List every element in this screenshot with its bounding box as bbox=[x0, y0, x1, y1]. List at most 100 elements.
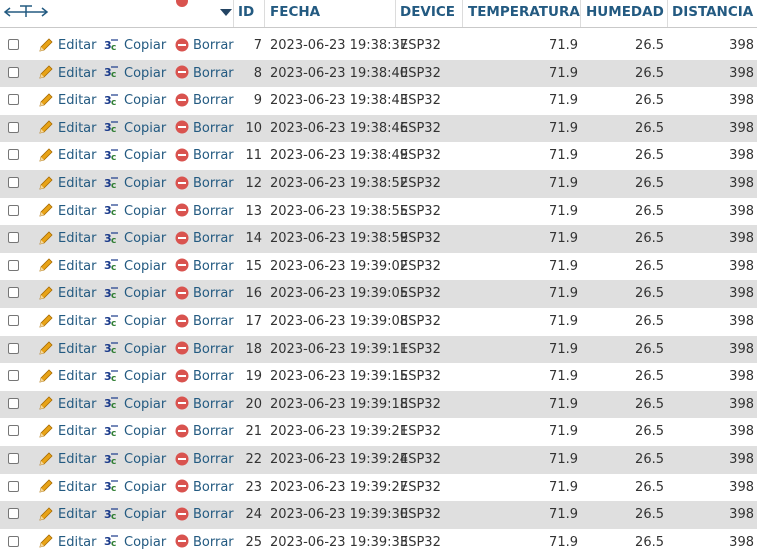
row-checkbox[interactable] bbox=[8, 315, 19, 326]
cell-distancia: 398 bbox=[729, 479, 754, 495]
row-checkbox[interactable] bbox=[8, 232, 19, 244]
edit-link[interactable]: Editar bbox=[38, 363, 97, 391]
delete-link[interactable]: Borrar bbox=[175, 60, 234, 88]
edit-link[interactable]: Editar bbox=[38, 170, 97, 198]
edit-link[interactable]: Editar bbox=[38, 501, 97, 529]
copy-link[interactable]: 3 c Copiar bbox=[104, 529, 166, 556]
delete-link[interactable]: Borrar bbox=[175, 308, 234, 336]
copy-link[interactable]: 3 c Copiar bbox=[104, 391, 166, 419]
edit-link[interactable]: Editar bbox=[38, 87, 97, 115]
delete-link[interactable]: Borrar bbox=[175, 170, 234, 198]
edit-link[interactable]: Editar bbox=[38, 391, 97, 419]
copy-link[interactable]: 3 c Copiar bbox=[104, 32, 166, 60]
copy-link[interactable]: 3 c Copiar bbox=[104, 170, 166, 198]
edit-link[interactable]: Editar bbox=[38, 253, 97, 281]
edit-link[interactable]: Editar bbox=[38, 198, 97, 226]
cell-humedad: 26.5 bbox=[635, 38, 664, 53]
row-checkbox[interactable] bbox=[8, 39, 19, 50]
svg-text:c: c bbox=[111, 125, 116, 135]
copy-link[interactable]: 3 c Copiar bbox=[104, 501, 166, 529]
edit-label: Editar bbox=[58, 65, 97, 81]
copy-link[interactable]: 3 c Copiar bbox=[104, 308, 166, 336]
copy-link[interactable]: 3 c Copiar bbox=[104, 280, 166, 308]
edit-link[interactable]: Editar bbox=[38, 308, 97, 336]
delete-link[interactable]: Borrar bbox=[175, 225, 234, 253]
delete-link[interactable]: Borrar bbox=[175, 529, 234, 556]
copy-link[interactable]: 3 c Copiar bbox=[104, 253, 166, 281]
delete-label: Borrar bbox=[193, 314, 234, 329]
delete-label: Borrar bbox=[193, 341, 234, 357]
column-header-distancia[interactable]: DISTANCIA bbox=[672, 4, 754, 20]
row-checkbox[interactable] bbox=[8, 397, 19, 409]
edit-link[interactable]: Editar bbox=[38, 32, 97, 60]
row-checkbox[interactable] bbox=[8, 480, 19, 492]
copy-link[interactable]: 3 c Copiar bbox=[104, 363, 166, 391]
delete-link[interactable]: Borrar bbox=[175, 87, 234, 115]
row-checkbox[interactable] bbox=[8, 370, 19, 382]
delete-link[interactable]: Borrar bbox=[175, 280, 234, 308]
copy-link[interactable]: 3 c Copiar bbox=[104, 474, 166, 502]
delete-link[interactable]: Borrar bbox=[175, 418, 234, 446]
delete-link[interactable]: Borrar bbox=[175, 198, 234, 226]
svg-text:c: c bbox=[111, 70, 116, 80]
row-checkbox[interactable] bbox=[8, 425, 19, 437]
delete-icon bbox=[175, 203, 193, 219]
column-header-fecha[interactable]: FECHA bbox=[270, 4, 321, 20]
edit-link[interactable]: Editar bbox=[38, 418, 97, 446]
delete-link[interactable]: Borrar bbox=[175, 142, 234, 170]
edit-link[interactable]: Editar bbox=[38, 336, 97, 364]
delete-link[interactable]: Borrar bbox=[175, 336, 234, 364]
edit-link[interactable]: Editar bbox=[38, 60, 97, 88]
copy-link[interactable]: 3 c Copiar bbox=[104, 418, 166, 446]
row-checkbox[interactable] bbox=[8, 508, 19, 520]
copy-link[interactable]: 3 c Copiar bbox=[104, 198, 166, 226]
row-checkbox[interactable] bbox=[8, 259, 19, 271]
delete-link[interactable]: Borrar bbox=[175, 115, 234, 143]
delete-link[interactable]: Borrar bbox=[175, 501, 234, 529]
svg-text:3: 3 bbox=[104, 149, 112, 162]
row-checkbox[interactable] bbox=[8, 453, 19, 464]
svg-text:3: 3 bbox=[104, 287, 112, 300]
row-checkbox[interactable] bbox=[8, 535, 19, 547]
delete-link[interactable]: Borrar bbox=[175, 32, 234, 60]
row-checkbox[interactable] bbox=[8, 149, 19, 161]
copy-link[interactable]: 3 c Copiar bbox=[104, 87, 166, 115]
edit-label: Editar bbox=[58, 396, 97, 412]
copy-link[interactable]: 3 c Copiar bbox=[104, 225, 166, 253]
column-header-temperatura[interactable]: TEMPERATURA bbox=[468, 4, 580, 20]
row-checkbox[interactable] bbox=[8, 177, 19, 188]
cell-humedad: 26.5 bbox=[635, 93, 664, 109]
row-checkbox[interactable] bbox=[8, 287, 19, 299]
sort-desc-icon[interactable] bbox=[220, 9, 232, 16]
row-checkbox[interactable] bbox=[8, 94, 19, 106]
cell-device: ESP32 bbox=[400, 38, 441, 53]
edit-link[interactable]: Editar bbox=[38, 142, 97, 170]
left-right-arrows-icon[interactable] bbox=[2, 3, 50, 21]
delete-link[interactable]: Borrar bbox=[175, 253, 234, 281]
copy-link[interactable]: 3 c Copiar bbox=[104, 446, 166, 474]
edit-link[interactable]: Editar bbox=[38, 474, 97, 502]
delete-link[interactable]: Borrar bbox=[175, 446, 234, 474]
row-checkbox[interactable] bbox=[8, 204, 19, 216]
column-header-humedad[interactable]: HUMEDAD bbox=[586, 4, 664, 20]
row-checkbox[interactable] bbox=[8, 121, 19, 133]
column-header-id[interactable]: ID bbox=[238, 4, 255, 20]
copy-link[interactable]: 3 c Copiar bbox=[104, 60, 166, 88]
row-checkbox[interactable] bbox=[8, 342, 19, 354]
edit-link[interactable]: Editar bbox=[38, 529, 97, 556]
copy-link[interactable]: 3 c Copiar bbox=[104, 142, 166, 170]
delete-icon bbox=[175, 231, 193, 246]
edit-link[interactable]: Editar bbox=[38, 115, 97, 143]
edit-link[interactable]: Editar bbox=[38, 446, 97, 474]
delete-link[interactable]: Borrar bbox=[175, 363, 234, 391]
copy-link[interactable]: 3 c Copiar bbox=[104, 115, 166, 143]
delete-link[interactable]: Borrar bbox=[175, 391, 234, 419]
delete-link[interactable]: Borrar bbox=[175, 474, 234, 502]
row-checkbox[interactable] bbox=[8, 66, 19, 78]
column-header-device[interactable]: DEVICE bbox=[400, 4, 456, 20]
edit-link[interactable]: Editar bbox=[38, 280, 97, 308]
cell-id: 21 bbox=[245, 424, 262, 440]
edit-link[interactable]: Editar bbox=[38, 225, 97, 253]
copy-link[interactable]: 3 c Copiar bbox=[104, 336, 166, 364]
